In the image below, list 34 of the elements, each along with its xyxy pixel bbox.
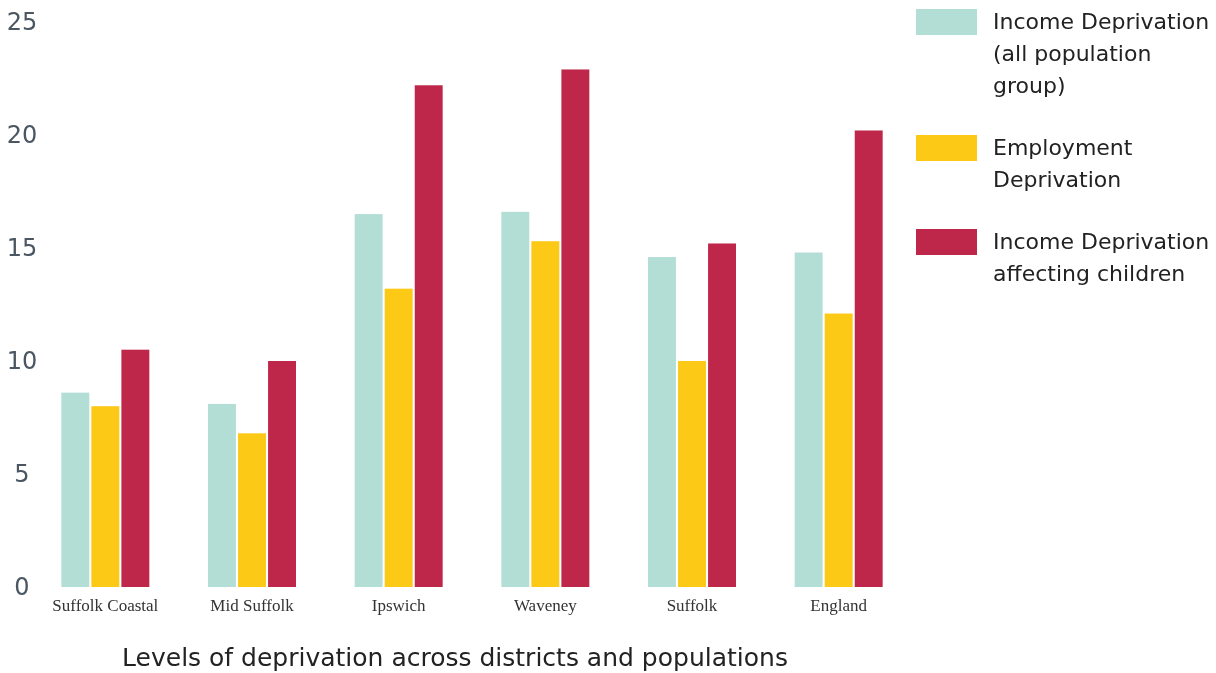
x-tick-label: Waveney [513, 596, 578, 615]
bar [824, 313, 853, 587]
legend-label: Income Deprivation affecting children [993, 229, 1210, 286]
bar [794, 252, 823, 587]
x-tick-label: Ipswich [371, 596, 427, 615]
bar [208, 403, 236, 587]
y-tick-label: 15 [6, 234, 38, 263]
x-tick-label: England [810, 596, 868, 615]
y-tick-label: 10 [6, 347, 38, 376]
bar [268, 361, 296, 587]
bar [708, 243, 736, 587]
bar [384, 288, 413, 587]
bar [561, 69, 590, 587]
bar [238, 433, 266, 587]
y-tick-label: 5 [14, 460, 30, 489]
y-tick-label: 0 [14, 573, 30, 602]
x-tick-label: Suffolk Coastal [52, 596, 159, 615]
legend-label: Income Deprivation (all population group) [993, 9, 1210, 98]
bar [121, 349, 150, 587]
bar [91, 406, 120, 587]
x-tick-label: Suffolk [666, 596, 718, 615]
bar [414, 85, 443, 587]
x-tick-label: Mid Suffolk [210, 596, 295, 615]
legend-label: Employment Deprivation [993, 135, 1133, 192]
bar [501, 211, 530, 587]
bar [854, 130, 883, 587]
y-tick-label: 20 [6, 121, 38, 150]
bar [648, 257, 676, 587]
bar [678, 361, 706, 587]
y-tick-label: 25 [6, 8, 38, 37]
bar [61, 392, 90, 587]
bar [354, 214, 383, 587]
x-axis-title: Levels of deprivation across districts and populations [122, 643, 788, 672]
bar [531, 241, 560, 587]
